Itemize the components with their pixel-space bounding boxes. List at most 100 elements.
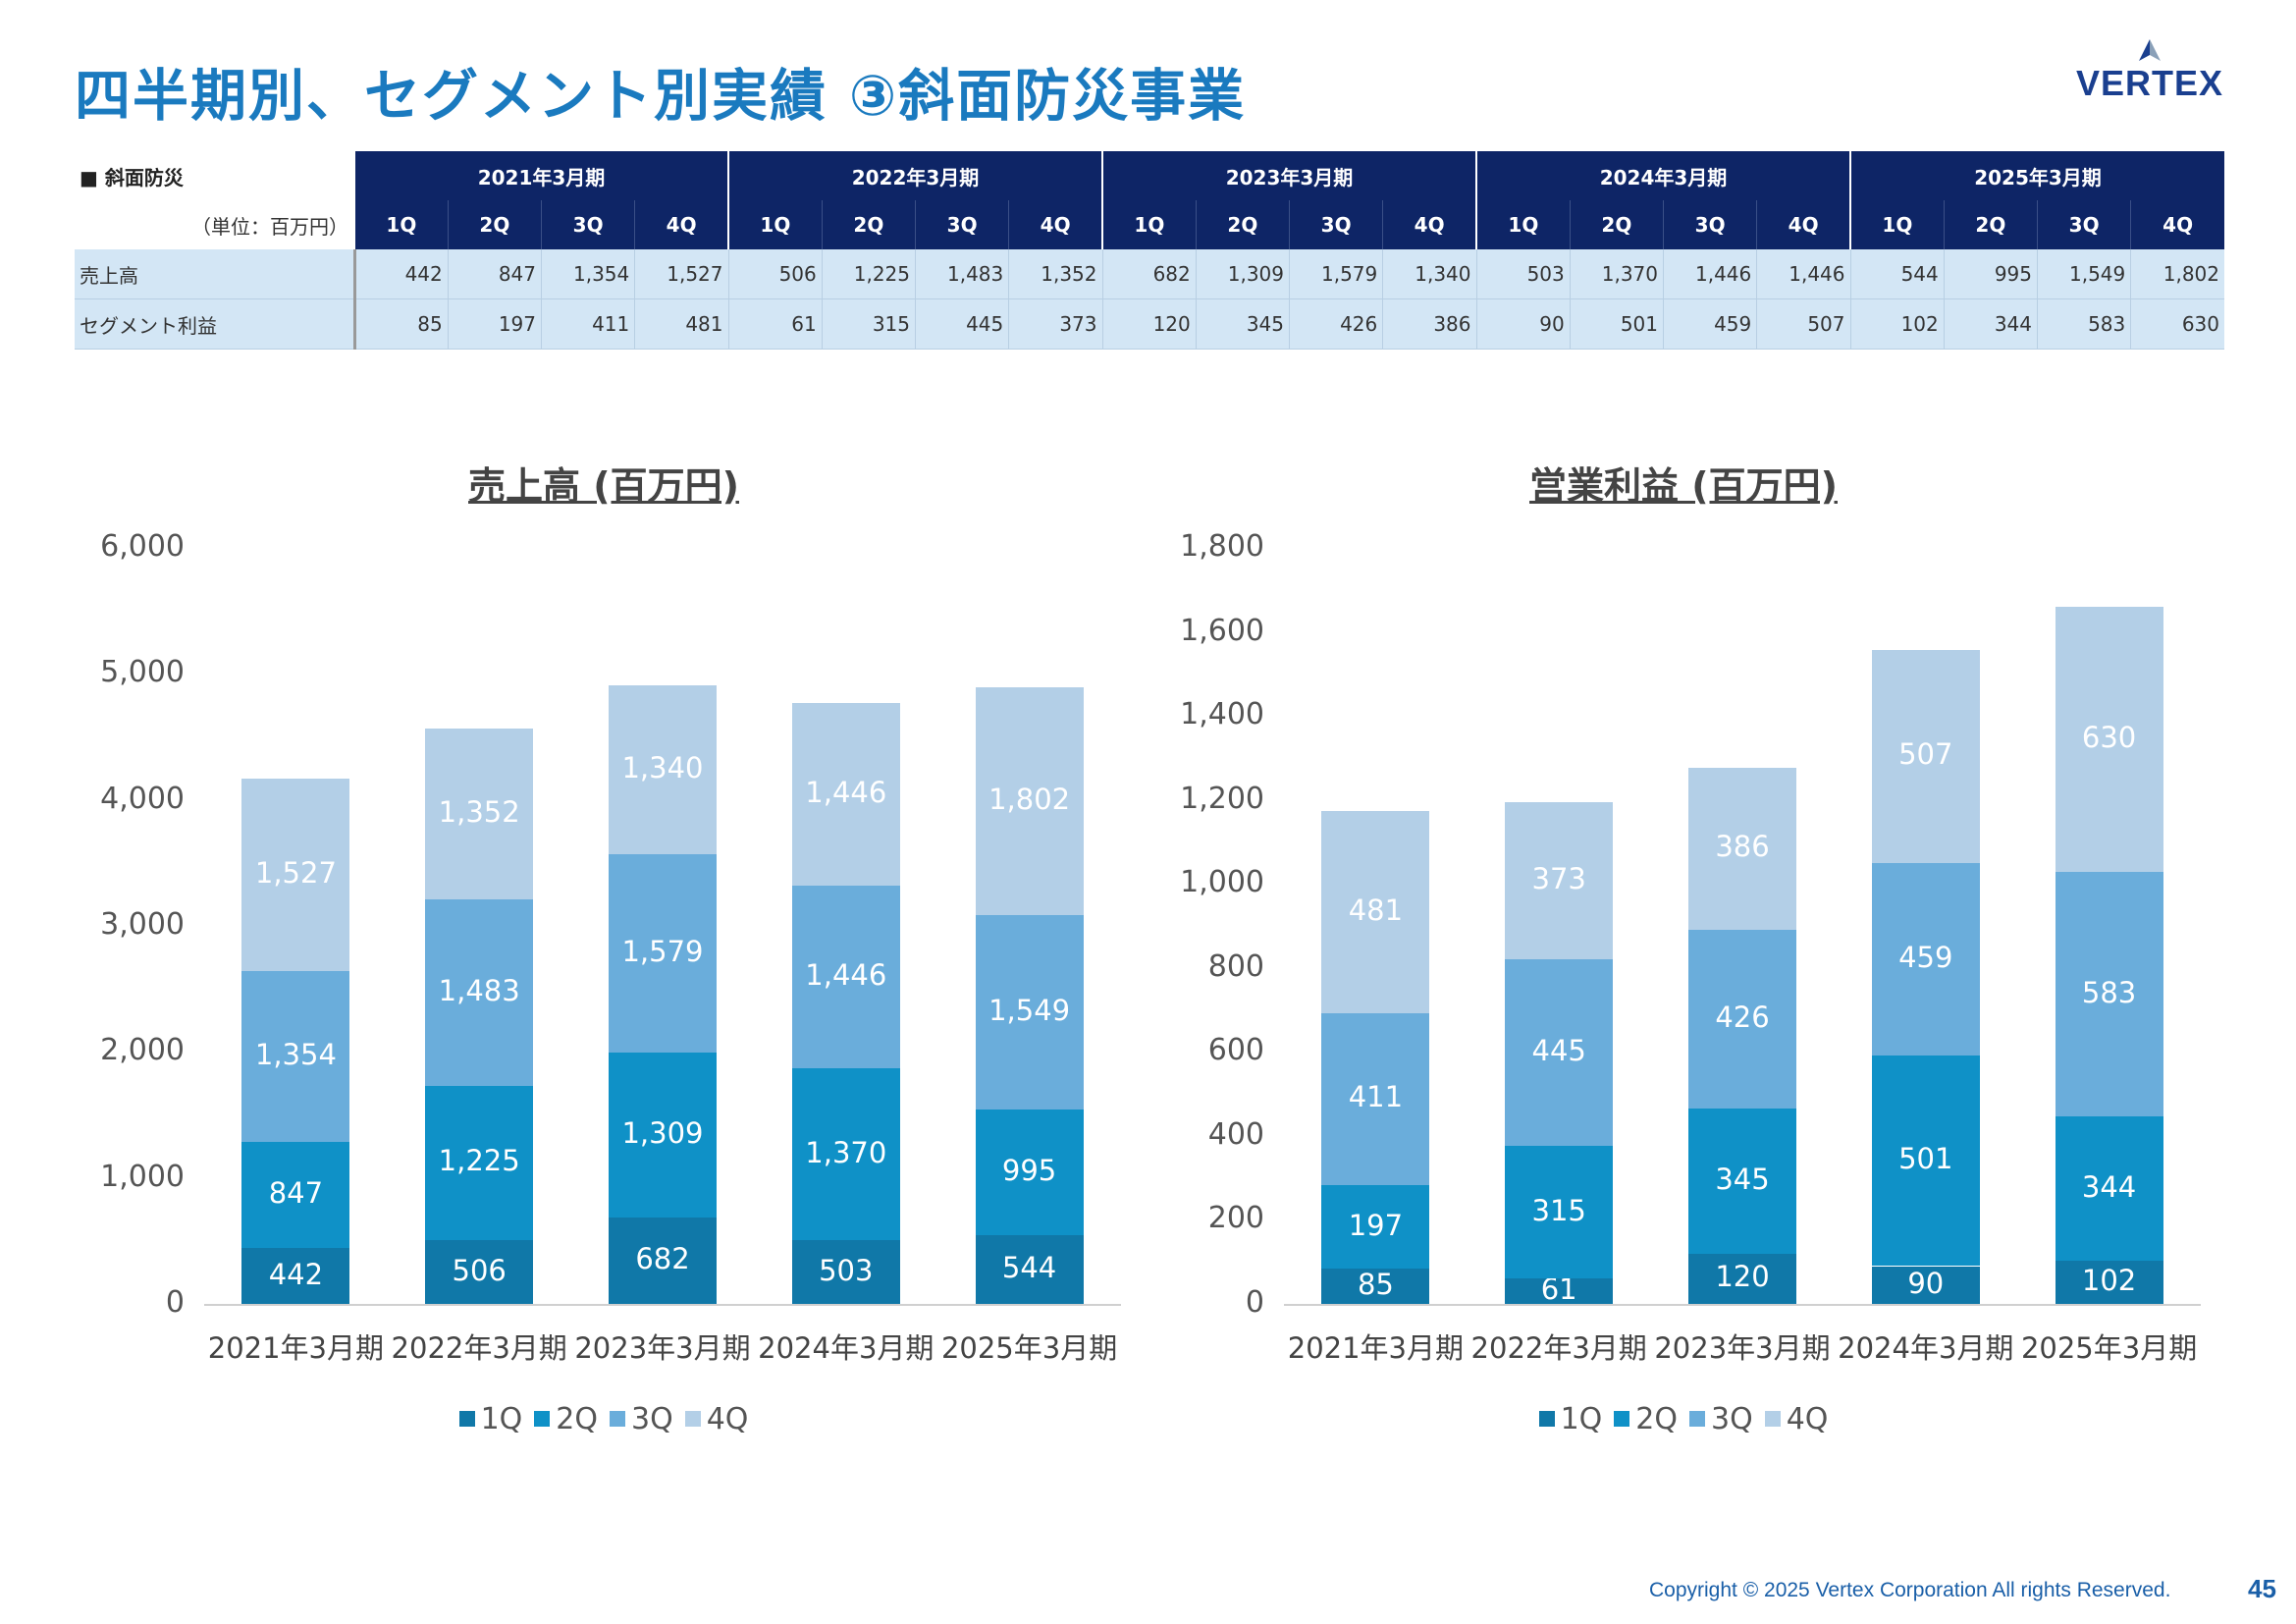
- table-quarter-header: 3Q: [2036, 200, 2131, 249]
- operating-profit-chart: 営業利益 (百万円) 0 200 400 600 800 1,000 1,200 1,400 1,…: [1139, 442, 2228, 1463]
- x-axis-tick-label: 2025年3月期: [2020, 1331, 2198, 1365]
- x-axis-tick-label: 2021年3月期: [207, 1331, 385, 1365]
- y-axis-tick-label: 2,000: [100, 1033, 185, 1068]
- y-axis-tick-label: 5,000: [100, 655, 185, 690]
- table-cell: 630: [2130, 298, 2224, 350]
- bar-segment-4q: [241, 778, 350, 971]
- bar-segment-4q: [2055, 607, 2163, 872]
- table-quarter-header: 1Q: [352, 200, 449, 249]
- y-axis-tick-label: 1,800: [1180, 529, 1264, 564]
- table-year-header: 2023年3月期: [1101, 151, 1476, 200]
- data-label: 315: [1531, 1193, 1586, 1227]
- bar-segment-4q: [1505, 802, 1614, 959]
- legend-item: 1Q: [458, 1402, 523, 1436]
- table-cell: 442: [353, 249, 449, 299]
- bar-segment-4q: [791, 703, 900, 887]
- legend-label: 1Q: [1560, 1402, 1603, 1436]
- legend-label: 3Q: [631, 1402, 673, 1436]
- table-cell: 1,802: [2130, 249, 2224, 299]
- y-axis-tick-label: 3,000: [100, 907, 185, 942]
- table-cell: 90: [1475, 298, 1571, 350]
- data-label: 630: [2081, 721, 2137, 755]
- table-cell: 847: [447, 249, 542, 299]
- data-label: 459: [1898, 941, 1953, 974]
- table-cell: 1,527: [634, 249, 728, 299]
- table-cell: 459: [1662, 298, 1757, 350]
- table-cell: 1,446: [1662, 249, 1757, 299]
- data-label: 1,225: [438, 1144, 520, 1178]
- data-label: 411: [1348, 1080, 1404, 1114]
- data-label: 1,446: [805, 776, 887, 810]
- bar-segment-1q: [241, 1248, 350, 1304]
- legend-label: 1Q: [480, 1402, 523, 1436]
- chart-legend: 1Q 2Q 3Q 4Q: [59, 1402, 1148, 1436]
- table-cell: 315: [821, 298, 916, 350]
- table-year-header: 2022年3月期: [727, 151, 1102, 200]
- legend-swatch: [458, 1411, 475, 1427]
- legend-label: 2Q: [556, 1402, 598, 1436]
- bar-segment-3q: [975, 914, 1084, 1110]
- bar-segment-1q: [609, 1218, 717, 1304]
- table-year-header: 2025年3月期: [1849, 151, 2224, 200]
- y-axis-tick-label: 1,600: [1180, 613, 1264, 648]
- y-axis-tick-label: 800: [1207, 948, 1264, 984]
- table-quarter-header: 1Q: [726, 200, 823, 249]
- x-axis-tick-label: 2025年3月期: [940, 1331, 1118, 1365]
- table-quarter-header: 2Q: [1195, 200, 1290, 249]
- data-label: 481: [1348, 893, 1404, 927]
- bar-segment-3q: [425, 898, 534, 1086]
- bar-segment-1q: [1871, 1266, 1980, 1304]
- table-quarter-header: 1Q: [1474, 200, 1571, 249]
- table-quarter-header: 3Q: [1288, 200, 1383, 249]
- y-axis-tick-label: 0: [1245, 1285, 1264, 1320]
- y-axis-tick-label: 6,000: [100, 529, 185, 564]
- bar-segment-3q: [1505, 958, 1614, 1147]
- bar-segment-1q: [425, 1240, 534, 1304]
- table-quarter-header: 3Q: [914, 200, 1009, 249]
- table-cell: 426: [1288, 298, 1383, 350]
- y-axis-tick-label: 1,000: [100, 1159, 185, 1194]
- table-row-label: 売上高: [75, 249, 356, 299]
- bar-segment-2q: [2055, 1116, 2163, 1262]
- bar-segment-4q: [1688, 767, 1796, 930]
- page-title: 四半期別、セグメント別実績 ③斜面防災事業: [75, 64, 1247, 129]
- table-cell: 373: [1008, 298, 1102, 350]
- table-year-header-row: ■ 斜面防災 2021年3月期 2022年3月期 2023年3月期 2024年3月期 2…: [75, 151, 2224, 200]
- table-quarter-header: 3Q: [540, 200, 635, 249]
- data-label: 995: [1001, 1154, 1057, 1188]
- table-year-header: 2021年3月期: [353, 151, 728, 200]
- data-label: 1,354: [254, 1037, 337, 1071]
- table-quarter-header: 2Q: [1569, 200, 1664, 249]
- table-cell: 501: [1569, 298, 1664, 350]
- table-quarter-header: 2Q: [447, 200, 542, 249]
- data-label: 847: [268, 1175, 324, 1210]
- legend-item: 3Q: [1689, 1402, 1753, 1436]
- table-cell: 411: [540, 298, 635, 350]
- x-axis-line: [204, 1304, 1121, 1306]
- bar-segment-3q: [241, 970, 350, 1142]
- legend-item: 2Q: [1614, 1402, 1678, 1436]
- table-cell: 344: [1943, 298, 2038, 350]
- data-label: 85: [1357, 1267, 1394, 1301]
- segment-table: ■ 斜面防災 2021年3月期 2022年3月期 2023年3月期 2024年3月期 2…: [75, 151, 2224, 350]
- data-label: 426: [1715, 1000, 1770, 1034]
- bar-segment-4q: [975, 687, 1084, 915]
- data-label: 386: [1715, 830, 1770, 864]
- x-axis-tick-label: 2024年3月期: [1838, 1331, 2014, 1365]
- data-label: 583: [2081, 975, 2137, 1009]
- table-unit-label: （単位：百万円）: [75, 200, 354, 249]
- table-cell: 503: [1475, 249, 1571, 299]
- x-axis-tick-label: 2023年3月期: [574, 1331, 751, 1365]
- table-cell: 1,340: [1382, 249, 1476, 299]
- data-label: 1,446: [805, 957, 887, 992]
- data-label: 120: [1715, 1260, 1770, 1294]
- table-cell: 544: [1849, 249, 1945, 299]
- page-number: 45: [2248, 1574, 2276, 1603]
- table-cell: 1,370: [1569, 249, 1664, 299]
- table-row: 売上高 442 847 1,354 1,527 506 1,225 1,483 1,352 682…: [75, 249, 2224, 299]
- bar-segment-2q: [1505, 1146, 1614, 1278]
- bar-segment-1q: [2055, 1261, 2163, 1304]
- data-label: 442: [268, 1257, 324, 1291]
- logo-mark-icon: [2139, 39, 2161, 61]
- bar-segment-4q: [425, 729, 534, 899]
